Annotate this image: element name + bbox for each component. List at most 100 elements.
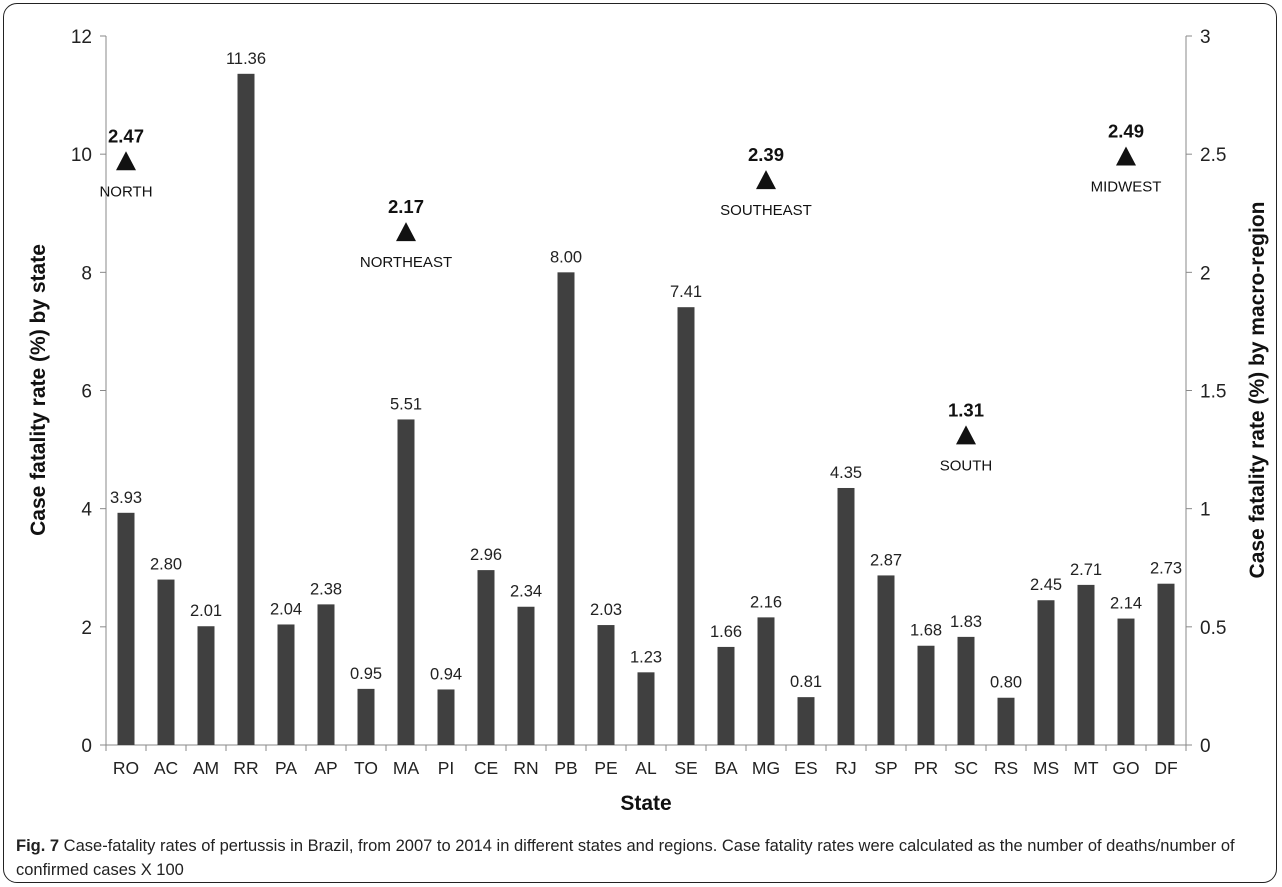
x-tick-label: RN <box>513 758 538 778</box>
bar <box>317 604 335 745</box>
x-tick-label: TO <box>354 758 378 778</box>
x-tick-label: SP <box>874 758 897 778</box>
bar <box>1077 584 1095 745</box>
bars-layer: 3.93 2.80 2.01 11.36 2.04 2.38 0.95 5.51 0.94 2.9… <box>110 50 1182 745</box>
bar-value-label: 2.71 <box>1070 561 1102 579</box>
region-value-label: 2.17 <box>388 196 424 217</box>
right-y-axis-label: Case fatality rate (%) by macro-region <box>1246 202 1269 579</box>
right-tick-label: 1 <box>1200 500 1211 521</box>
left-y-axis: 0 2 4 6 8 10 12 <box>71 27 107 757</box>
bar-value-label: 2.87 <box>870 551 902 569</box>
bar <box>677 307 695 745</box>
x-tick-label: SE <box>674 758 697 778</box>
left-tick-label: 6 <box>81 382 92 403</box>
x-tick-label: RR <box>233 758 258 778</box>
bar <box>477 570 495 745</box>
x-tick-label: BA <box>714 758 738 778</box>
x-tick-label: MS <box>1033 758 1059 778</box>
region-value-label: 2.47 <box>108 125 144 146</box>
x-tick-label: CE <box>474 758 498 778</box>
bar-value-label: 0.95 <box>350 665 382 683</box>
bar-value-label: 2.01 <box>190 602 222 620</box>
region-name-label: NORTHEAST <box>360 254 452 271</box>
region-name-label: MIDWEST <box>1091 179 1162 196</box>
bar <box>1117 618 1135 745</box>
bar-value-label: 2.45 <box>1030 576 1062 594</box>
right-tick-label: 2.5 <box>1200 145 1226 166</box>
x-tick-label: AC <box>154 758 178 778</box>
x-tick-label: MT <box>1073 758 1099 778</box>
x-tick-label: SC <box>954 758 978 778</box>
region-marker-triangle <box>396 222 416 242</box>
bar-value-label: 1.66 <box>710 623 742 641</box>
region-value-label: 2.39 <box>748 144 784 165</box>
right-tick-label: 1.5 <box>1200 382 1226 403</box>
x-tick-label: AL <box>635 758 657 778</box>
x-tick-label: MA <box>393 758 420 778</box>
right-tick-label: 0.5 <box>1200 618 1226 639</box>
bar-value-label: 0.94 <box>430 665 462 683</box>
figure-number: Fig. 7 <box>16 837 60 855</box>
x-tick-label: RJ <box>835 758 856 778</box>
x-tick-label: DF <box>1154 758 1177 778</box>
bar <box>597 625 615 745</box>
region-marker-triangle <box>116 151 136 171</box>
figure-caption: Fig. 7 Case-fatality rates of pertussis … <box>16 834 1266 882</box>
bar <box>1157 583 1175 745</box>
bar-value-label: 0.80 <box>990 674 1022 692</box>
bar-value-label: 2.14 <box>1110 595 1142 613</box>
left-tick-label: 0 <box>81 736 92 757</box>
region-marker-triangle <box>1116 146 1136 166</box>
bar-value-label: 0.81 <box>790 673 822 691</box>
bar <box>837 487 855 745</box>
x-tick-label: PI <box>438 758 455 778</box>
bar-value-label: 2.80 <box>150 556 182 574</box>
left-tick-label: 12 <box>71 27 92 48</box>
bar-value-label: 2.04 <box>270 600 302 618</box>
figure-frame <box>3 3 1277 883</box>
bar-value-label: 2.38 <box>310 580 342 598</box>
region-value-label: 1.31 <box>948 399 984 420</box>
caption-text: Case-fatality rates of pertussis in Braz… <box>16 837 1235 879</box>
x-tick-label: GO <box>1112 758 1139 778</box>
right-y-axis: 0 0.5 1 1.5 2 2.5 3 <box>1185 27 1226 757</box>
left-tick-label: 10 <box>71 145 92 166</box>
bar <box>557 272 575 745</box>
bar <box>917 645 935 745</box>
x-tick-label: RS <box>994 758 1018 778</box>
x-tick-label: PA <box>275 758 297 778</box>
bar-value-label: 8.00 <box>550 248 582 266</box>
x-tick-label: AM <box>193 758 219 778</box>
bar-value-label: 2.96 <box>470 546 502 564</box>
left-tick-label: 8 <box>81 263 92 284</box>
bar <box>397 419 415 745</box>
bar-value-label: 7.41 <box>670 283 702 301</box>
region-marker-triangle <box>756 170 776 190</box>
bar <box>357 688 375 745</box>
bar <box>437 689 455 745</box>
bar <box>997 697 1015 745</box>
region-value-label: 2.49 <box>1108 121 1144 142</box>
region-name-label: SOUTH <box>940 457 993 474</box>
bar-value-label: 4.35 <box>830 464 862 482</box>
left-tick-label: 2 <box>81 618 92 639</box>
x-axis: RO AC AM RR PA AP TO MA PI CE RN PB PE AL SE BA MG ES RJ SP… <box>105 744 1187 778</box>
bar-value-label: 2.03 <box>590 601 622 619</box>
left-tick-label: 4 <box>81 500 92 521</box>
right-tick-label: 2 <box>1200 263 1211 284</box>
bar-value-label: 1.83 <box>950 613 982 631</box>
x-tick-label: PE <box>594 758 617 778</box>
bar <box>1037 600 1055 745</box>
right-tick-label: 3 <box>1200 27 1211 48</box>
x-tick-label: PR <box>914 758 938 778</box>
region-name-label: NORTH <box>99 183 152 200</box>
bar <box>197 626 215 745</box>
bar <box>757 617 775 745</box>
region-marker-triangle <box>956 425 976 445</box>
bar-value-label: 11.36 <box>226 50 266 68</box>
x-tick-label: MG <box>752 758 780 778</box>
bar <box>957 636 975 745</box>
case-fatality-chart: 0 2 4 6 8 10 12 0 0.5 1 1.5 2 2.5 3 RO AC AM RR PA AP TO MA… <box>27 27 1269 815</box>
x-tick-label: AP <box>314 758 337 778</box>
region-name-label: SOUTHEAST <box>720 202 812 219</box>
